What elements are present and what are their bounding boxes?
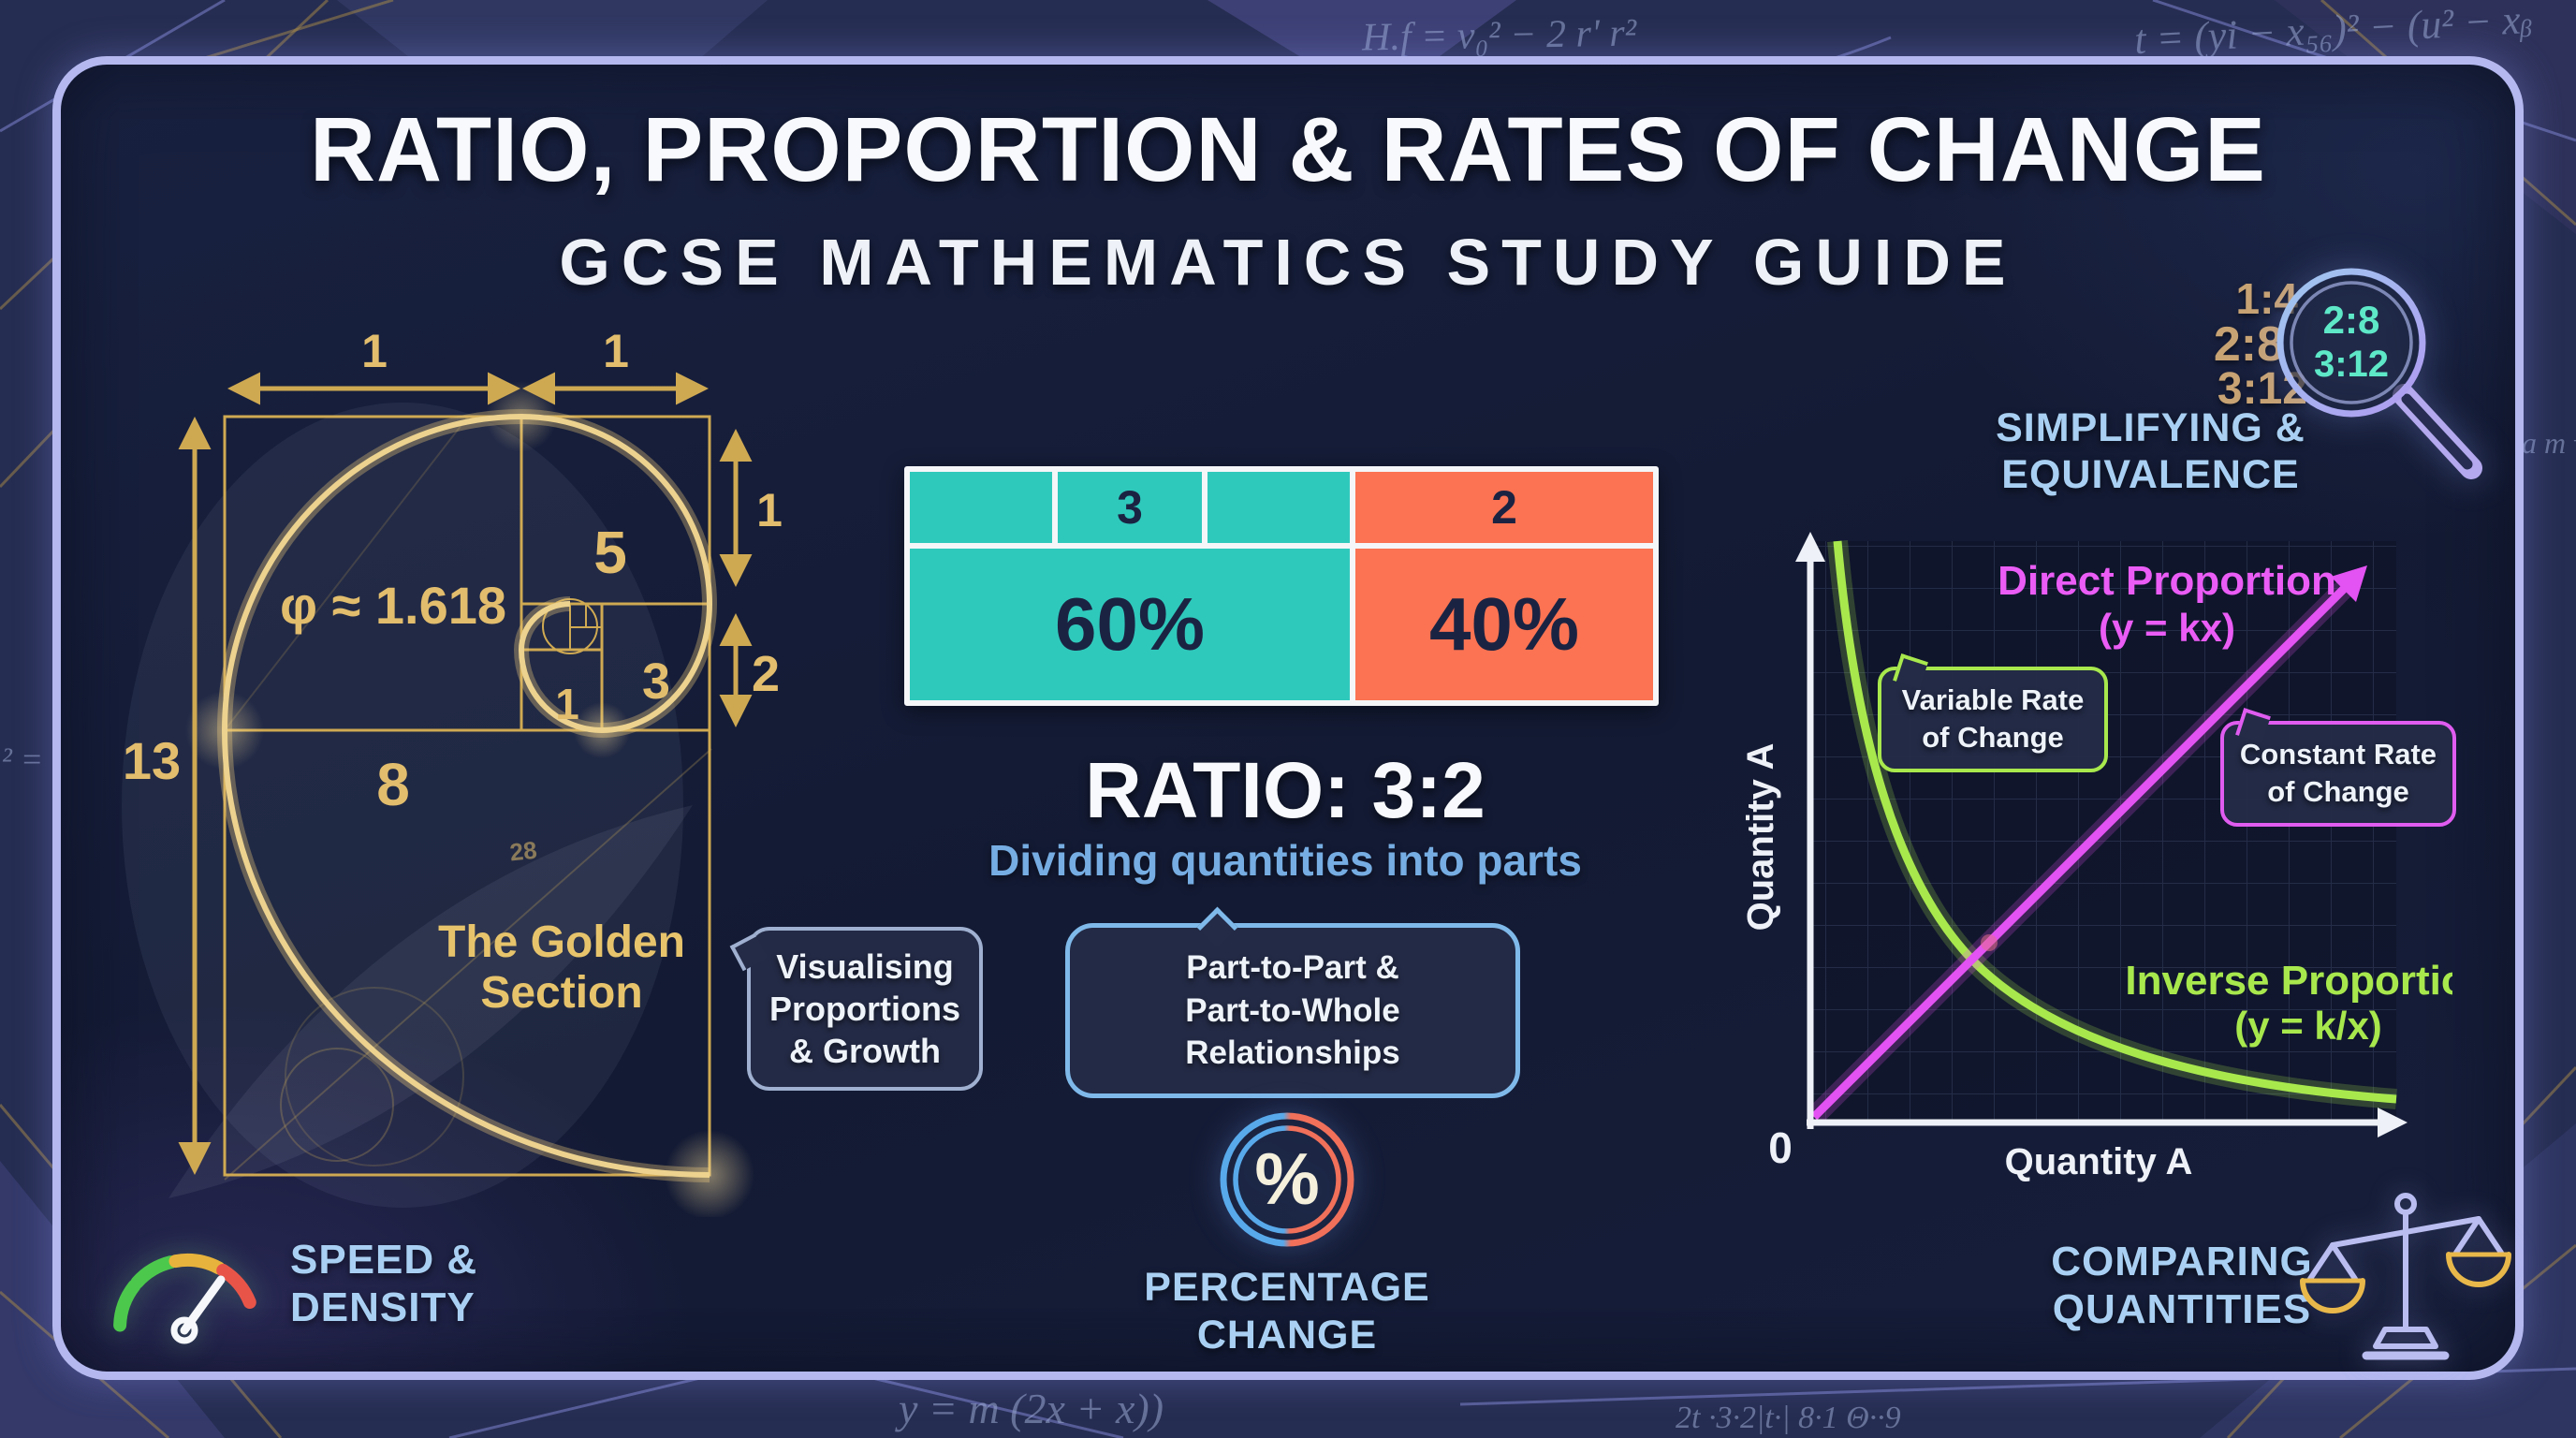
constant-rate-line2: of Change — [2267, 775, 2409, 809]
dim-label-right-lower: 2 — [752, 646, 780, 702]
percentage-icon: % — [1220, 1112, 1354, 1247]
ratio-bar-cell-orange: 2 — [1355, 472, 1653, 543]
ratio-heading: RATIO: 3:2 — [1085, 746, 1486, 834]
magnifying-glass-icon: 2:8 3:12 — [2276, 268, 2482, 479]
dim-label-left: 13 — [123, 731, 181, 790]
scribble-28: 28 — [508, 836, 538, 867]
inverse-proportion-label-line1: Inverse Proportion — [2125, 958, 2452, 1004]
dim-label-right-upper: 1 — [756, 484, 783, 536]
phi-label: φ ≈ 1.618 — [280, 576, 506, 635]
percent-symbol: % — [1254, 1137, 1319, 1220]
origin-label: 0 — [1768, 1123, 1793, 1172]
constant-rate-callout: Constant Rate of Change — [2220, 708, 2456, 827]
simplifying-line1: SIMPLIFYING & — [1996, 405, 2305, 450]
bg-scribble-bottom-right: 2t ·3·2|t·| 8·1 Θ··9 — [1676, 1401, 1901, 1435]
golden-callout-line1: Visualising — [776, 947, 954, 986]
variable-rate-line1: Variable Rate — [1901, 683, 2085, 716]
comparing-quantities-label: COMPARING QUANTITIES — [1992, 1238, 2372, 1333]
direct-proportion-label-line2: (y = kx) — [2099, 606, 2235, 650]
dim-label-top-left: 1 — [361, 325, 388, 377]
golden-caption-line2: Section — [480, 968, 642, 1018]
ratio-bar-model: 3 2 60% 40% — [904, 466, 1659, 706]
square-label-3: 3 — [642, 653, 670, 710]
golden-callout-line2: Proportions — [769, 990, 960, 1028]
proportion-graph: Direct Proportion (y = kx) Inverse Propo… — [1741, 532, 2452, 1182]
square-label-1: 1 — [555, 680, 579, 728]
x-axis-label: Quantity A — [2005, 1141, 2193, 1182]
x-axis-arrowhead — [2378, 1108, 2408, 1137]
bg-formula-left-edge: ² = — [2, 741, 44, 778]
speed-density-label: SPEED & DENSITY — [290, 1236, 693, 1331]
lens-ratio-line1: 2:8 — [2323, 298, 2380, 342]
ratio-callout-line1: Part-to-Part & — [1186, 949, 1399, 986]
ratio-bar-40pct: 40% — [1355, 549, 1653, 700]
balance-scale-icon — [2300, 1193, 2511, 1360]
comparing-line2: QUANTITIES — [2052, 1286, 2312, 1333]
dimension-arrows — [178, 372, 753, 1175]
bg-formula-right-edge: a m √2 — [2522, 426, 2576, 460]
equivalent-ratio-2-8: 2:8 — [2213, 317, 2284, 372]
golden-spiral-curve — [216, 408, 718, 1182]
y-axis-label: Quantity A — [1741, 743, 1781, 932]
y-axis-arrowhead — [1795, 532, 1825, 562]
simplifying-line2: EQUIVALENCE — [2001, 451, 2300, 497]
bg-formula-bottom: y = m (2x + x)) — [899, 1385, 1164, 1432]
ratio-bar-60pct: 60% — [910, 549, 1350, 700]
golden-callout-line3: & Growth — [789, 1032, 941, 1070]
direct-proportion-label-line1: Direct Proportion — [1998, 558, 2336, 604]
inverse-proportion-curve — [1827, 540, 2397, 1109]
constant-rate-line1: Constant Rate — [2239, 738, 2437, 770]
variable-rate-line2: of Change — [1922, 721, 2064, 755]
percentage-change-line2: CHANGE — [1196, 1312, 1378, 1357]
line-arrowhead — [2331, 565, 2367, 602]
percentage-change-line1: PERCENTAGE — [1144, 1265, 1430, 1310]
scale-pans — [2300, 1252, 2511, 1313]
direct-proportion-line — [1807, 565, 2367, 1124]
golden-callout-bubble: Visualising Proportions & Growth — [729, 927, 983, 1091]
graph-axes — [1807, 554, 2387, 1129]
variable-rate-callout: Variable Rate of Change — [1878, 653, 2108, 772]
ratio-bar-cell-teal-1 — [910, 472, 1052, 543]
inverse-proportion-label-line2: (y = k/x) — [2234, 1004, 2382, 1048]
ratio-bar-cell-teal-2: 3 — [1058, 472, 1202, 543]
dim-label-top-right: 1 — [603, 325, 629, 377]
simplifying-equivalence-label: SIMPLIFYING & EQUIVALENCE — [1966, 405, 2335, 499]
ratio-subheading: Dividing quantities into parts — [988, 836, 1582, 885]
ratio-callout-bubble: Part-to-Part & Part-to-Whole Relationshi… — [1065, 906, 1520, 1098]
square-label-5: 5 — [593, 519, 627, 586]
golden-section-diagram: 1 1 1 2 13 5 3 1 8 φ ≈ 1.618 28 The Gold… — [122, 325, 783, 1217]
ratio-bar-cell-teal-3 — [1208, 472, 1350, 543]
comparing-line1: COMPARING — [2051, 1239, 2313, 1284]
square-label-8: 8 — [376, 751, 410, 818]
bg-formula-top-left: H.f = v₀² − 2 r' r² — [1361, 11, 1637, 60]
page-subtitle: GCSE MATHEMATICS STUDY GUIDE — [559, 226, 2017, 299]
page-title: RATIO, PROPORTION & RATES OF CHANGE — [310, 98, 2266, 200]
speed-line1: SPEED & — [290, 1237, 478, 1283]
speedometer-icon — [113, 1254, 256, 1344]
speed-line2: DENSITY — [290, 1284, 476, 1331]
golden-caption-line1: The Golden — [438, 917, 685, 967]
lens-ratio-line2: 3:12 — [2314, 344, 2389, 385]
percentage-change-label: PERCENTAGE CHANGE — [1100, 1264, 1474, 1358]
ratio-callout-line2: Part-to-Whole Relationships — [1185, 991, 1400, 1072]
intersection-marker — [1981, 934, 1998, 951]
